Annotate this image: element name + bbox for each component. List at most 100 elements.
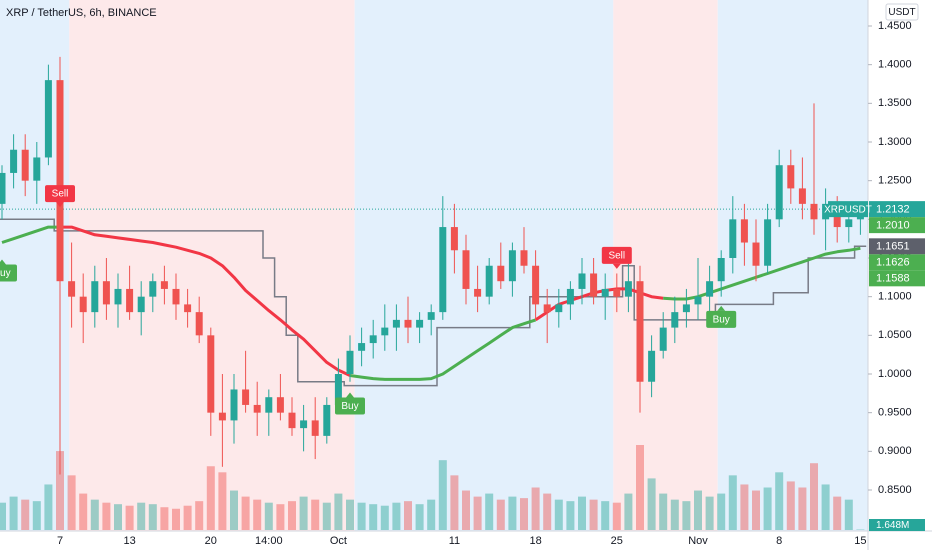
- volume-bar: [508, 496, 517, 530]
- volume-bar: [172, 508, 180, 530]
- candle-body: [590, 273, 598, 297]
- volume-bar: [299, 496, 308, 530]
- x-tick-label: 14:00: [255, 535, 283, 547]
- x-tick-label: 20: [205, 535, 217, 547]
- volume-bar: [195, 501, 204, 530]
- y-tick-label: 1.4500: [878, 20, 912, 32]
- y-tick-label: 1.2500: [878, 175, 912, 187]
- volume-bar: [520, 498, 528, 530]
- candle-body: [369, 335, 377, 344]
- candle-body: [427, 312, 435, 320]
- symbol-box: [828, 201, 868, 218]
- candle-body: [752, 242, 760, 266]
- ma-line: [60, 225, 351, 377]
- candle-body: [21, 149, 29, 181]
- y-tick-label: 0.8500: [878, 484, 912, 496]
- candle-body: [624, 281, 632, 297]
- candle-body: [787, 165, 795, 189]
- candle-body: [485, 265, 493, 297]
- volume-bar: [137, 502, 146, 530]
- volume-bar: [206, 466, 215, 530]
- volume-bar: [821, 484, 830, 530]
- price-label: 1.1626: [876, 257, 910, 269]
- volume-bar: [404, 501, 412, 530]
- signal-box: [706, 310, 737, 328]
- price-label-box: [869, 217, 925, 234]
- candle-body: [10, 149, 18, 173]
- candle-body: [601, 288, 609, 297]
- candle-body: [392, 319, 400, 328]
- candle-body: [381, 327, 389, 336]
- volume-bar: [810, 463, 818, 530]
- signal-label: Sell: [52, 189, 69, 200]
- y-tick-label: 0.9500: [878, 407, 912, 419]
- y-tick-label: 1.0500: [878, 329, 912, 341]
- volume-bar: [752, 490, 760, 530]
- candle-body: [682, 304, 690, 313]
- candle-body: [68, 281, 76, 297]
- volume-bar: [334, 493, 343, 530]
- candle-body: [497, 265, 505, 282]
- signal-box: [0, 264, 17, 282]
- ma-line: [1, 225, 60, 244]
- candle-body: [822, 203, 830, 220]
- candle-body: [242, 389, 250, 405]
- volume-bar: [32, 501, 41, 530]
- volume-bar: [485, 493, 494, 530]
- volume-bar: [125, 505, 134, 530]
- candle-body: [717, 258, 725, 282]
- volume-bar: [253, 499, 262, 530]
- candle-body: [532, 265, 540, 305]
- volume-bar: [670, 499, 679, 530]
- price-label: 1.1651: [876, 241, 910, 253]
- signal-label: Buy: [341, 401, 358, 412]
- candle-body: [439, 227, 447, 313]
- candle-body: [648, 350, 656, 382]
- volume-bar: [90, 499, 99, 530]
- volume-label: 1.648M: [876, 520, 909, 531]
- candle-body: [659, 327, 667, 351]
- volume-bar: [728, 475, 737, 530]
- price-label: 1.2010: [876, 220, 910, 232]
- volume-bar: [288, 501, 296, 530]
- volume-bar: [763, 487, 772, 530]
- candle-body: [462, 250, 470, 289]
- currency: USDT: [888, 7, 915, 18]
- candle-body: [404, 319, 412, 328]
- volume-bar: [322, 502, 331, 530]
- candle-body: [33, 157, 41, 181]
- candle-body: [195, 312, 203, 336]
- candle-body: [740, 219, 748, 243]
- candle-body: [578, 273, 586, 289]
- candle-body: [694, 296, 702, 305]
- signal-box: [45, 185, 75, 203]
- price-label-box: [869, 238, 925, 255]
- x-tick-label: Oct: [330, 535, 347, 547]
- volume-bar: [566, 501, 575, 530]
- volume-bar: [589, 499, 598, 530]
- volume-bar: [543, 493, 552, 530]
- volume-bar: [450, 475, 459, 530]
- volume-bar: [833, 496, 842, 530]
- regime-band: [354, 0, 614, 531]
- candle-body: [311, 420, 319, 436]
- candle-body: [566, 288, 574, 305]
- x-tick-label: 13: [123, 535, 135, 547]
- candle-body: [253, 404, 261, 413]
- volume-bar: [844, 499, 853, 530]
- currency-box[interactable]: [885, 3, 919, 21]
- volume-bar: [462, 490, 470, 530]
- volume-bar: [415, 504, 424, 530]
- candle-body: [288, 412, 296, 429]
- volume-bar: [44, 484, 53, 530]
- volume-bar: [114, 504, 122, 530]
- y-tick-label: 1.4000: [878, 59, 912, 71]
- candle-body: [508, 250, 516, 282]
- signal-label: Buy: [0, 268, 11, 279]
- volume-bar: [856, 529, 865, 530]
- price-label-box: [869, 254, 925, 271]
- price-label: 1.1588: [876, 273, 910, 285]
- volume-bar: [311, 499, 320, 530]
- candle-body: [636, 281, 644, 382]
- volume-bar: [183, 505, 192, 530]
